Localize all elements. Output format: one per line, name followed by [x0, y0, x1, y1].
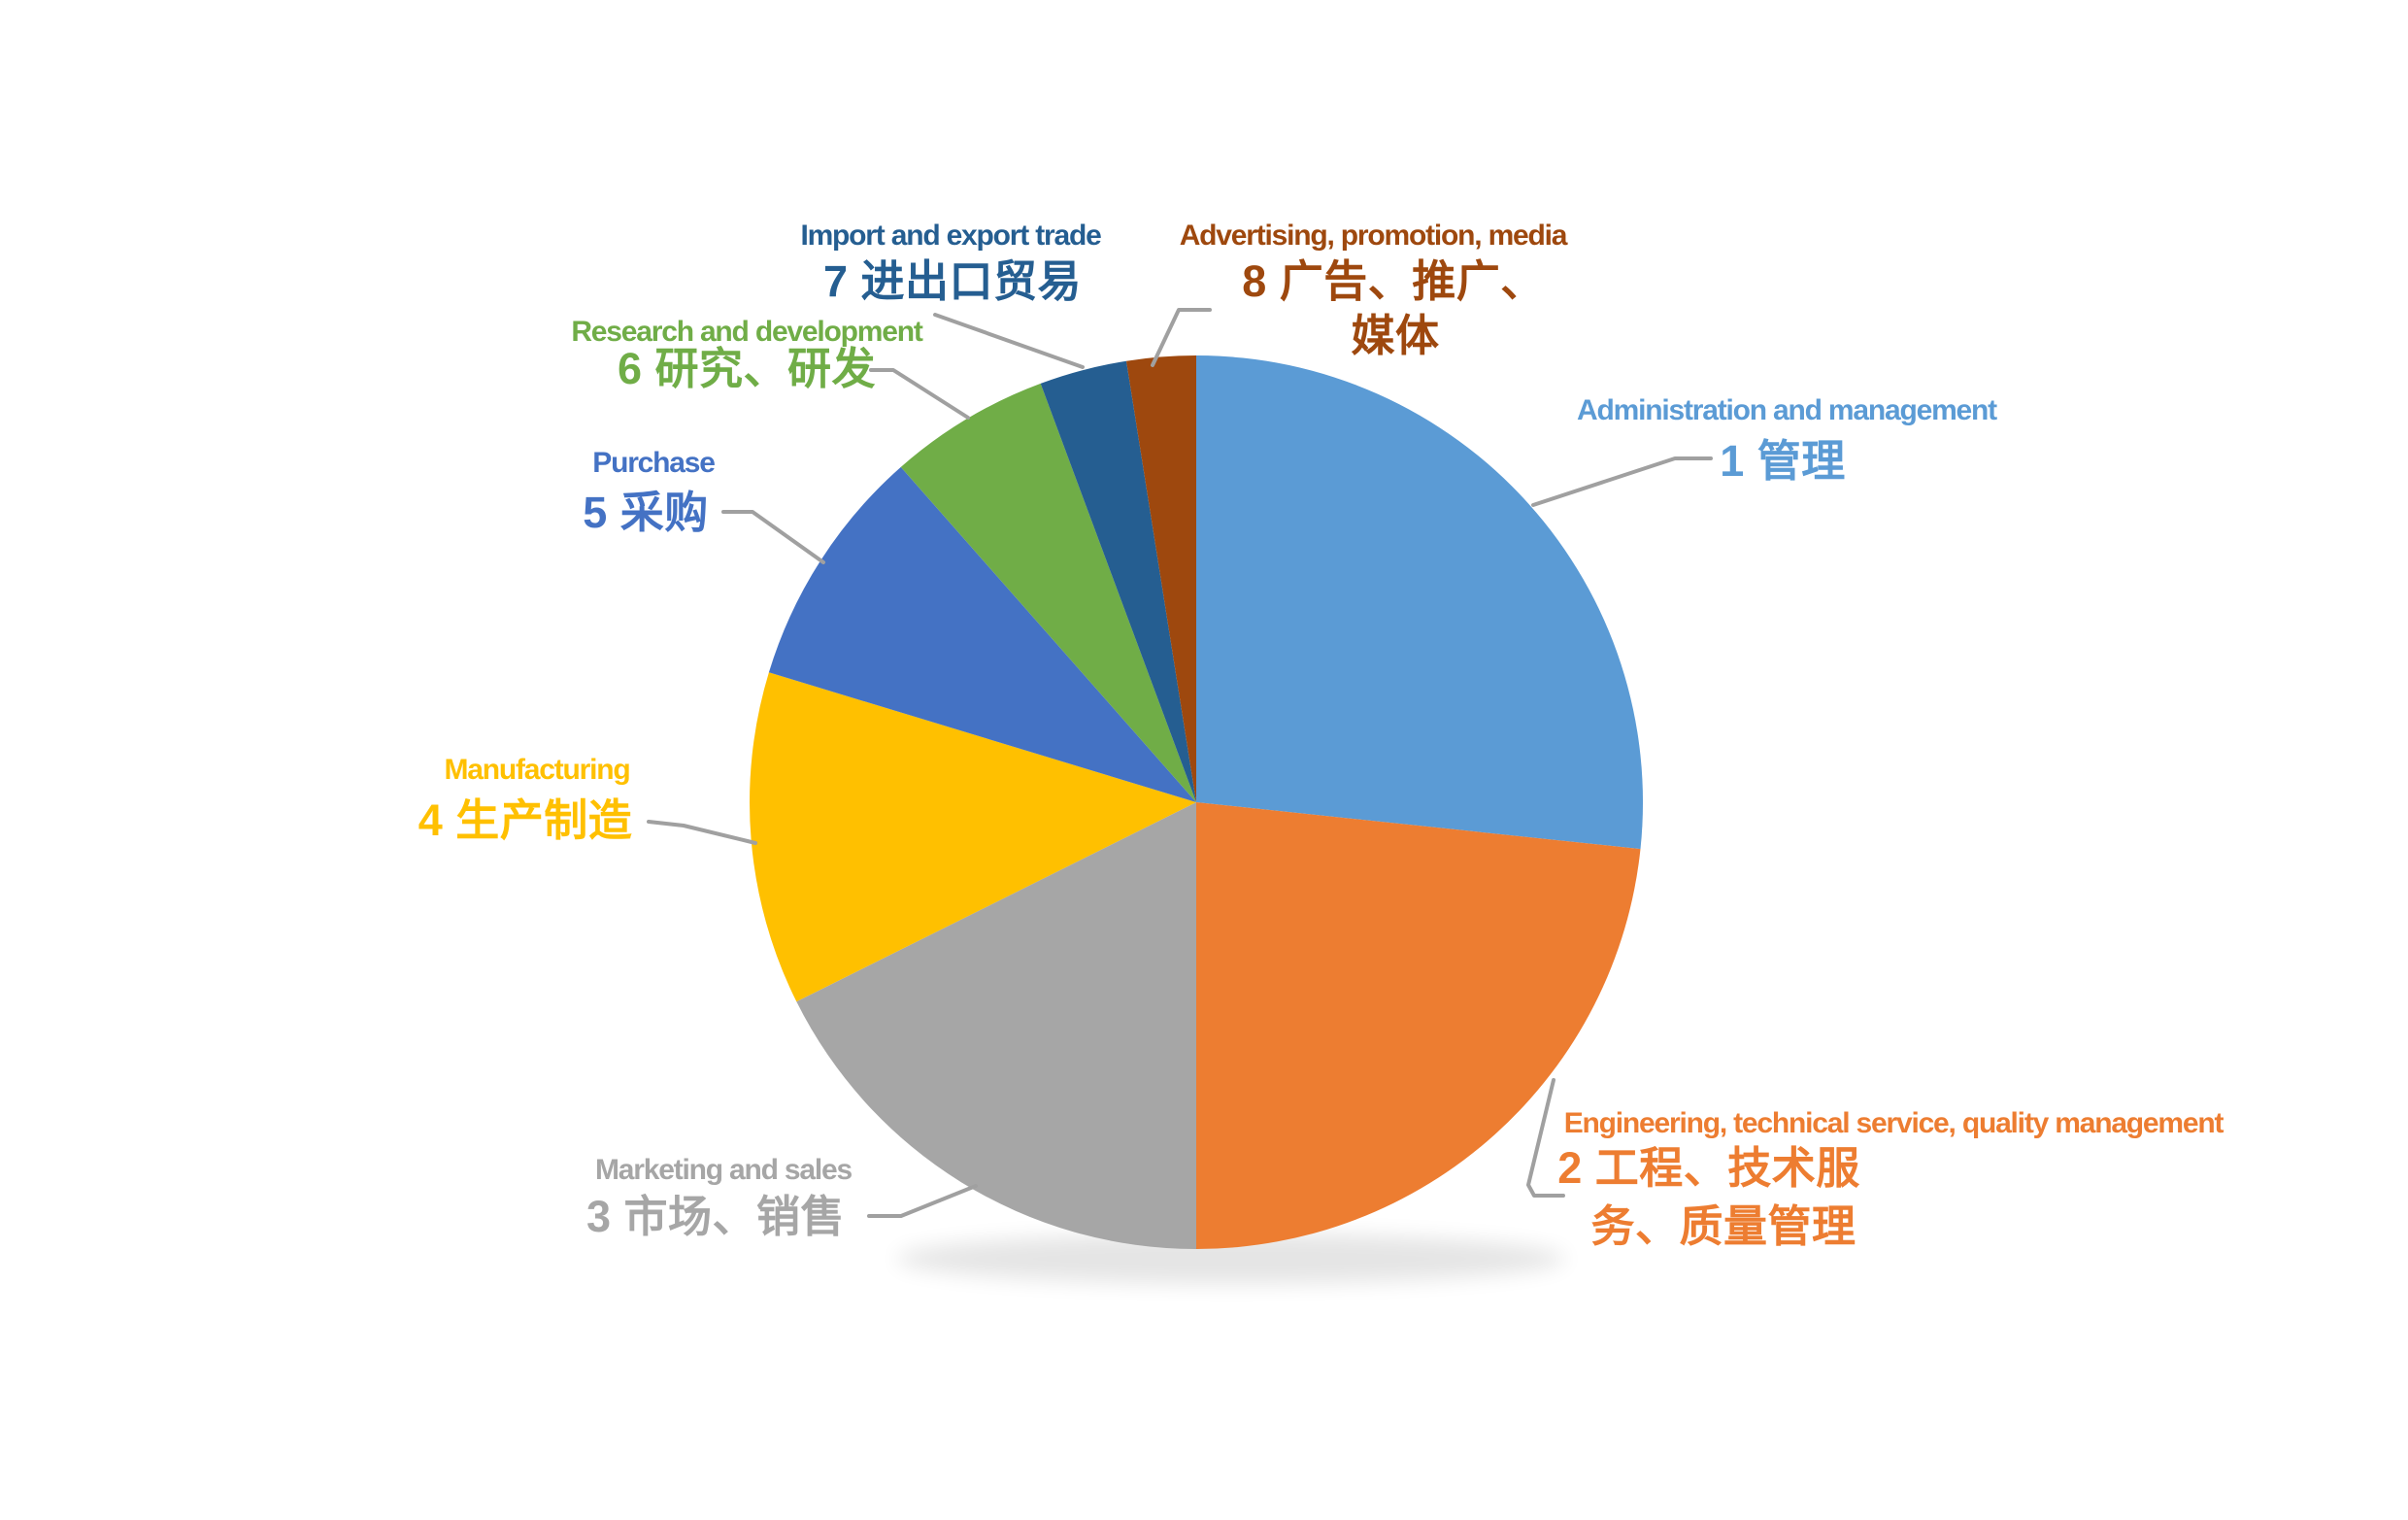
pie-slice-import-and-export-trade — [1040, 360, 1196, 802]
callout-label-zh-import-and-export-trade-line-1: 7 进出口贸易 — [822, 256, 1083, 306]
leader-line-manufacturing — [647, 820, 757, 845]
callout-label-en-advertising-promotion-media: Advertising, promotion, media — [1179, 220, 1568, 252]
callout-label-en-research-and-development: Research and development — [571, 316, 923, 348]
pie-slice-engineering-technical-service-quality-management — [1196, 802, 1641, 1250]
callout-label-en-purchase: Purchase — [592, 447, 716, 479]
leader-line-marketing-and-sales — [867, 1184, 978, 1218]
pie-slices-group — [750, 355, 1644, 1250]
callout-label-zh-advertising-promotion-media-line-2: 媒体 — [1351, 311, 1440, 360]
pie-slice-advertising-promotion-media — [1126, 355, 1196, 802]
pie-slice-manufacturing — [750, 672, 1196, 1002]
pie-slice-purchase — [768, 466, 1196, 802]
callout-label-zh-marketing-and-sales-line-1: 3 市场、销售 — [585, 1192, 846, 1241]
callout-label-zh-advertising-promotion-media-line-1: 8 广告、推广、 — [1242, 256, 1545, 306]
leader-line-advertising-promotion-media — [1151, 308, 1212, 367]
callout-label-en-administration-and-management: Administration and management — [1577, 394, 1997, 426]
callout-label-en-marketing-and-sales: Marketing and sales — [595, 1154, 853, 1186]
leader-line-engineering-technical-service-quality-management — [1526, 1078, 1565, 1198]
leader-line-purchase — [721, 510, 825, 564]
callout-label-zh-administration-and-management-line-1: 1 管理 — [1720, 436, 1846, 486]
callout-label-en-manufacturing: Manufacturing — [444, 754, 630, 786]
callout-label-en-import-and-export-trade: Import and export trade — [800, 220, 1101, 252]
callout-label-zh-manufacturing-line-1: 4 生产制造 — [418, 795, 633, 845]
leader-line-import-and-export-trade — [933, 313, 1085, 369]
pie-slice-research-and-development — [900, 383, 1196, 802]
pie-shadow — [896, 1233, 1566, 1284]
callout-label-zh-engineering-technical-service-quality-management-line-1: 2 工程、技术服 — [1557, 1143, 1860, 1193]
callout-label-zh-purchase-line-1: 5 采购 — [583, 488, 709, 537]
callout-label-zh-research-and-development-line-1: 6 研究、研发 — [617, 344, 877, 393]
callout-label-en-engineering-technical-service-quality-management: Engineering, technical service, quality … — [1563, 1107, 2224, 1139]
pie-slice-administration-and-management — [1196, 355, 1644, 850]
pie-slice-marketing-and-sales — [796, 802, 1196, 1249]
leader-line-administration-and-management — [1531, 456, 1713, 507]
leader-line-research-and-development — [869, 368, 970, 420]
callout-label-zh-engineering-technical-service-quality-management-line-2: 务、质量管理 — [1590, 1201, 1856, 1251]
leader-lines-group — [647, 308, 1713, 1218]
